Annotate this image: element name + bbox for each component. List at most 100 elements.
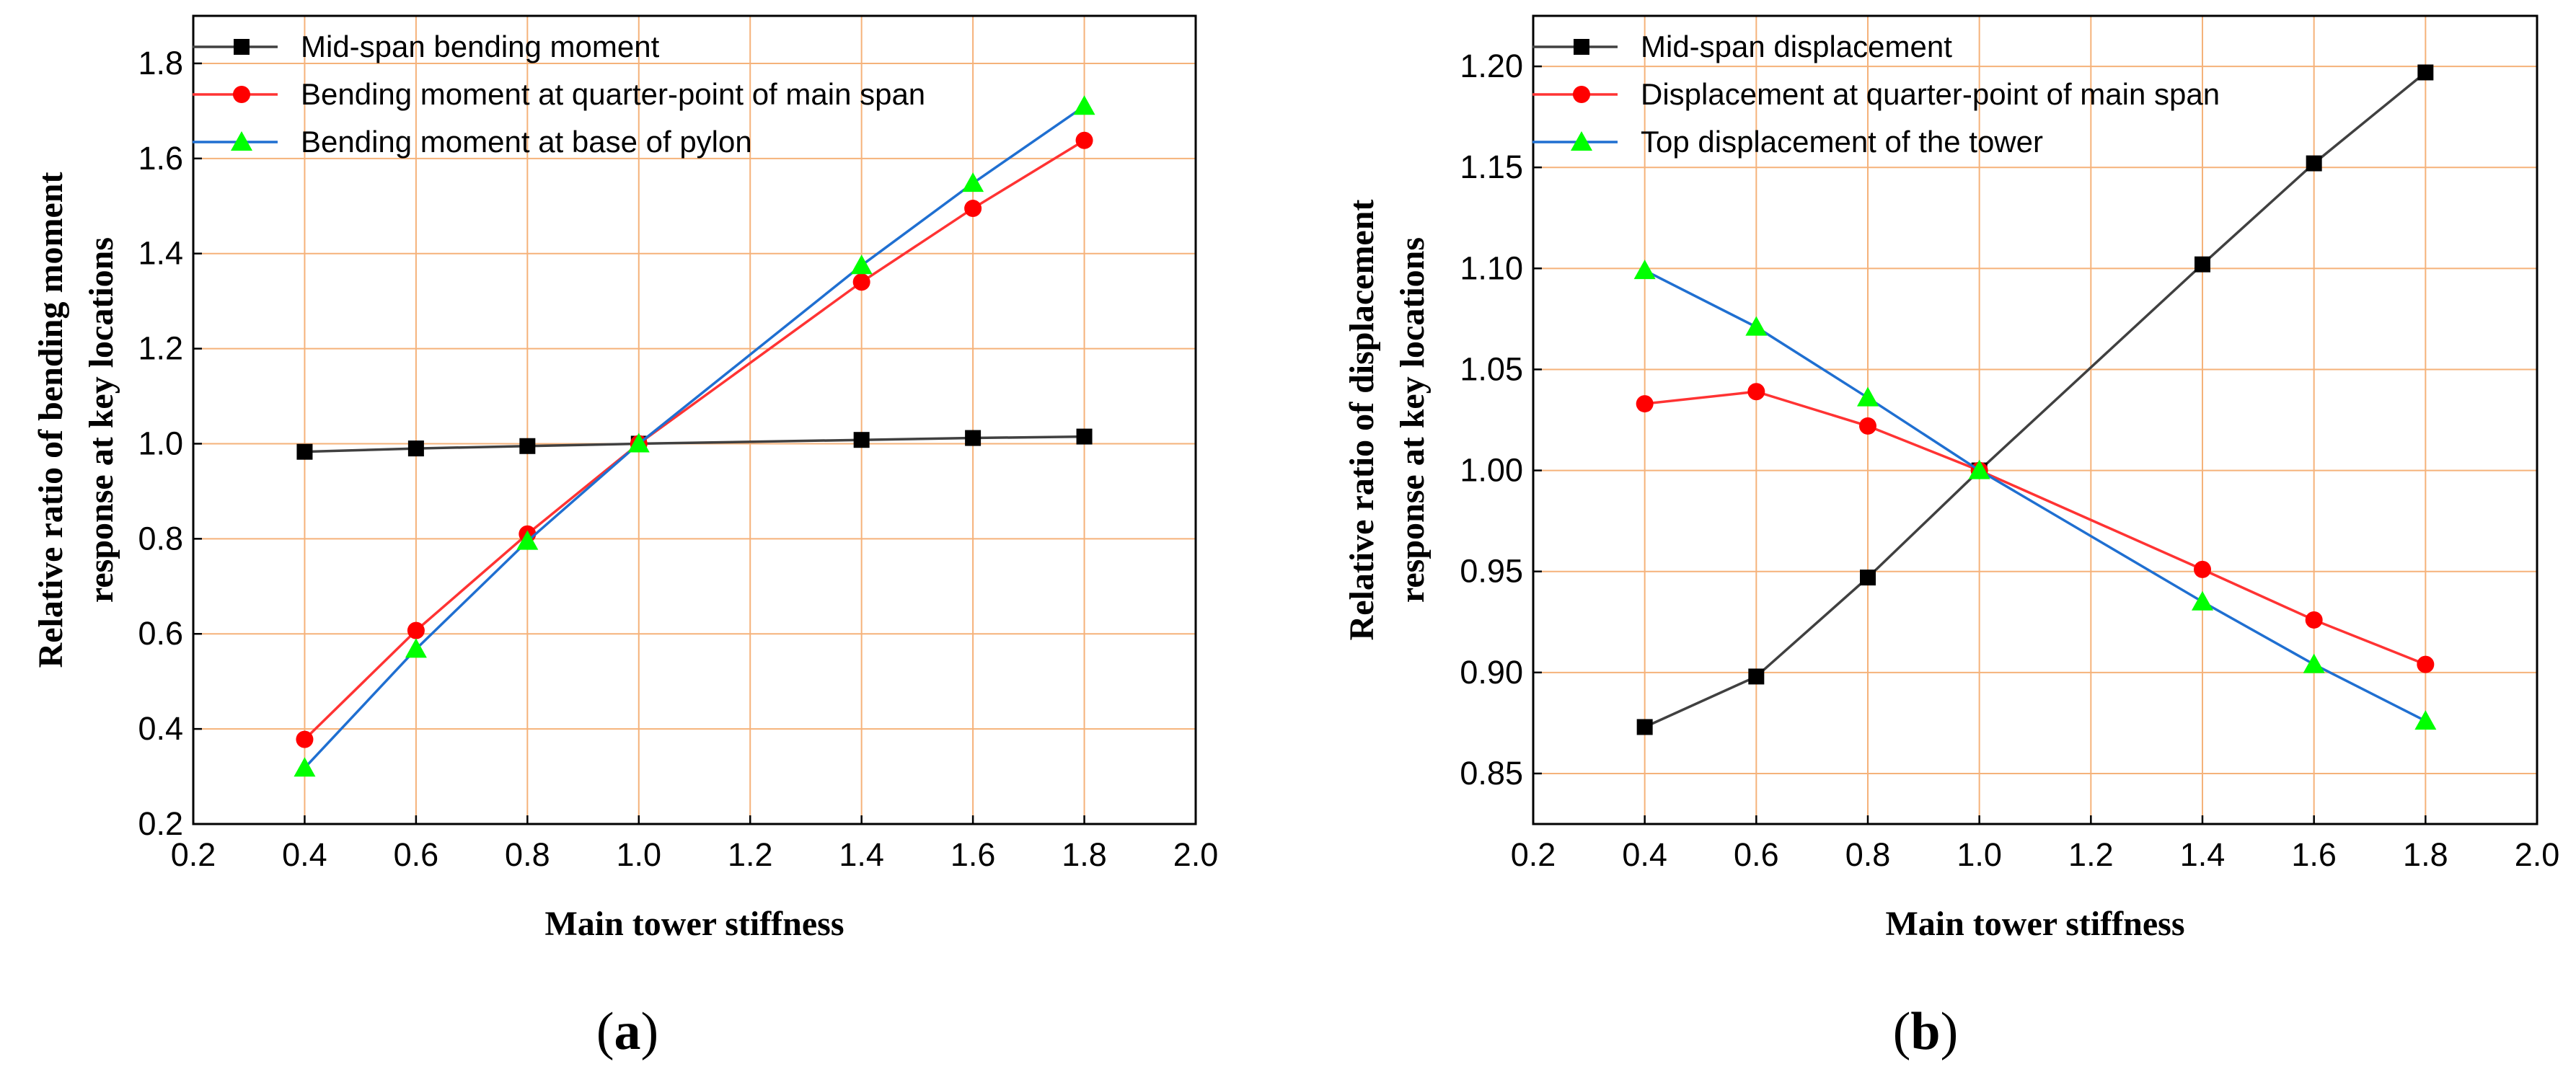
data-point bbox=[1073, 95, 1095, 115]
legend-item: Displacement at quarter-point of main sp… bbox=[1532, 77, 2220, 111]
y-axis-title-a-line2: response at key locations bbox=[82, 237, 120, 603]
y-tick-label: 1.10 bbox=[1460, 249, 1523, 286]
plot-frame-b bbox=[1532, 14, 2538, 825]
panel-label-a: a bbox=[614, 1002, 641, 1061]
y-tick-label: 1.6 bbox=[138, 140, 183, 177]
series-group-a bbox=[294, 95, 1095, 777]
x-tick-label: 1.4 bbox=[839, 836, 884, 873]
legend-item: Top displacement of the tower bbox=[1532, 125, 2043, 159]
data-point bbox=[1636, 395, 1654, 413]
panel-caption-b: (b) bbox=[1893, 1002, 1958, 1061]
legend-b: Mid-span displacement Displacement at qua… bbox=[1532, 30, 2220, 159]
data-point bbox=[962, 172, 984, 192]
y-tick-label: 0.8 bbox=[138, 520, 183, 557]
legend-item: Bending moment at quarter-point of main … bbox=[193, 77, 925, 111]
y-tick-label: 1.00 bbox=[1460, 452, 1523, 489]
data-point bbox=[852, 273, 870, 291]
data-point bbox=[1075, 131, 1093, 149]
ticks-a: 0.2 0.4 0.6 0.8 1.0 1.2 1.4 1.6 1.8 2.0 0.2 0.4 0.6 0… bbox=[138, 45, 1218, 873]
legend-marker bbox=[1574, 39, 1589, 55]
x-tick-label: 0.4 bbox=[1622, 836, 1667, 873]
x-tick-label: 1.8 bbox=[2403, 836, 2448, 873]
legend-marker bbox=[231, 131, 252, 151]
y-tick-label: 0.85 bbox=[1460, 755, 1523, 792]
data-point bbox=[1859, 417, 1876, 435]
data-point bbox=[2417, 64, 2434, 81]
data-point bbox=[2305, 611, 2323, 629]
y-tick-label: 1.05 bbox=[1460, 350, 1523, 387]
legend-item: Bending moment at base of pylon bbox=[193, 125, 752, 159]
x-tick-label: 0.8 bbox=[505, 836, 550, 873]
data-point bbox=[2306, 155, 2322, 172]
legend-item: Mid-span displacement bbox=[1532, 30, 1952, 63]
data-point bbox=[516, 530, 539, 550]
x-axis-title-b: Main tower stiffness bbox=[1885, 905, 2184, 943]
data-point bbox=[1745, 316, 1768, 336]
y-tick-label: 1.0 bbox=[138, 425, 183, 461]
legend-label: Mid-span displacement bbox=[1641, 30, 1952, 63]
y-tick-label: 1.15 bbox=[1460, 149, 1523, 185]
y-tick-label: 1.8 bbox=[138, 45, 183, 81]
data-point bbox=[627, 433, 650, 453]
series-triangle bbox=[294, 95, 1095, 777]
x-tick-label: 1.0 bbox=[616, 836, 661, 873]
data-point bbox=[1857, 386, 1879, 407]
legend-label: Mid-span bending moment bbox=[301, 30, 660, 63]
data-point bbox=[965, 430, 982, 446]
x-tick-label: 1.2 bbox=[2068, 836, 2114, 873]
legend-label: Bending moment at base of pylon bbox=[301, 125, 752, 159]
y-tick-label: 1.20 bbox=[1460, 48, 1523, 84]
y-axis-title-b-line1: Relative ratio of displacement bbox=[1343, 200, 1381, 641]
plot-frame-a bbox=[192, 14, 1197, 825]
x-tick-label: 0.8 bbox=[1845, 836, 1891, 873]
legend-label: Bending moment at quarter-point of main … bbox=[301, 77, 925, 111]
data-point bbox=[2195, 256, 2210, 273]
series-triangle bbox=[1633, 260, 2437, 730]
series-group-b bbox=[1633, 64, 2437, 735]
y-tick-label: 1.4 bbox=[138, 235, 183, 272]
data-point bbox=[2192, 590, 2213, 611]
x-tick-label: 2.0 bbox=[1173, 836, 1219, 873]
y-axis-title-a-line1: Relative ratio of bending moment bbox=[32, 172, 70, 668]
x-tick-label: 1.8 bbox=[1062, 836, 1107, 873]
data-point bbox=[850, 254, 873, 275]
data-point bbox=[2194, 560, 2211, 578]
y-tick-label: 0.90 bbox=[1460, 654, 1523, 691]
chart-panel-b: 0.2 0.4 0.6 0.8 1.0 1.2 1.4 1.6 1.8 2.0 0.85 0.90 0.… bbox=[1343, 14, 2559, 1061]
data-point bbox=[1747, 383, 1765, 401]
legend-marker bbox=[1573, 86, 1590, 103]
panel-label-b: b bbox=[1910, 1002, 1940, 1061]
legend-marker bbox=[1571, 131, 1592, 151]
data-point bbox=[1748, 668, 1765, 685]
legend-marker bbox=[234, 39, 250, 55]
data-point bbox=[2303, 653, 2325, 673]
x-axis-title-a: Main tower stiffness bbox=[544, 905, 844, 943]
ticks-b: 0.2 0.4 0.6 0.8 1.0 1.2 1.4 1.6 1.8 2.0 0.85 0.90 0.… bbox=[1460, 48, 2559, 873]
data-point bbox=[1076, 428, 1093, 445]
data-point bbox=[853, 432, 870, 448]
chart-panel-a: 0.2 0.4 0.6 0.8 1.0 1.2 1.4 1.6 1.8 2.0 0.2 0.4 0.6 0… bbox=[32, 14, 1218, 1061]
x-tick-label: 1.0 bbox=[1957, 836, 2002, 873]
y-tick-label: 0.95 bbox=[1460, 553, 1523, 590]
x-tick-label: 1.6 bbox=[2291, 836, 2337, 873]
data-point bbox=[296, 443, 313, 460]
panel-caption-a: (a) bbox=[596, 1002, 658, 1061]
data-point bbox=[296, 730, 314, 748]
data-point bbox=[2414, 710, 2437, 730]
y-tick-label: 0.6 bbox=[138, 615, 183, 652]
x-tick-label: 1.6 bbox=[950, 836, 996, 873]
x-tick-label: 0.2 bbox=[171, 836, 216, 873]
y-tick-label: 0.4 bbox=[138, 710, 183, 747]
x-tick-label: 0.6 bbox=[1734, 836, 1779, 873]
y-axis-title-b-line2: response at key locations bbox=[1393, 237, 1432, 603]
y-tick-label: 0.2 bbox=[138, 805, 183, 842]
y-tick-label: 1.2 bbox=[138, 330, 183, 367]
x-tick-label: 0.2 bbox=[1511, 836, 1556, 873]
x-tick-label: 1.2 bbox=[728, 836, 773, 873]
data-point bbox=[1633, 260, 1656, 280]
data-point bbox=[1636, 719, 1653, 735]
x-tick-label: 0.4 bbox=[282, 836, 327, 873]
data-point bbox=[2417, 655, 2435, 673]
legend-marker bbox=[233, 86, 250, 103]
